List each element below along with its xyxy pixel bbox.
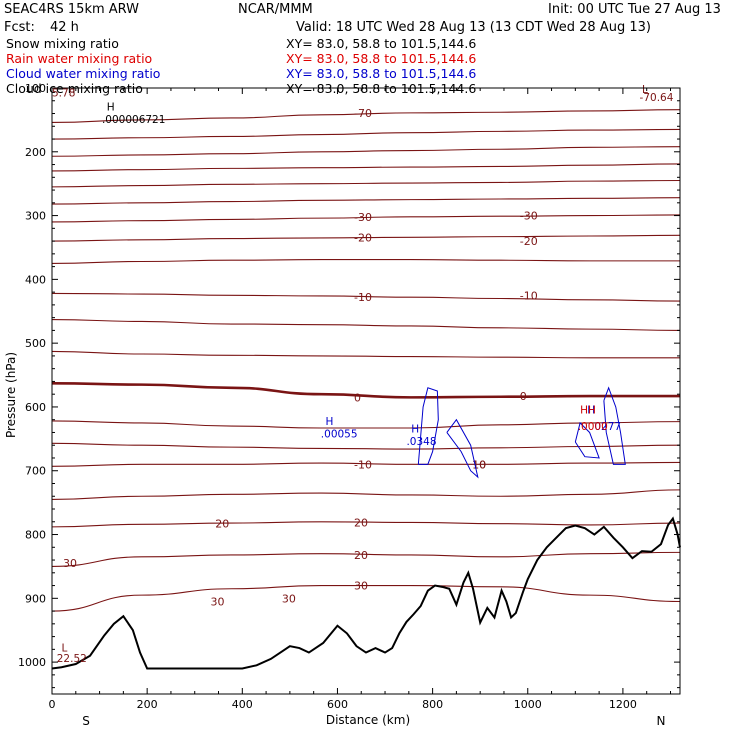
temperature-contour — [51, 292, 681, 302]
temperature-contour-label: 30 — [282, 592, 296, 605]
field-xy-snow: XY= 83.0, 58.8 to 101.5,144.6 — [286, 36, 476, 51]
temperature-contour — [51, 319, 681, 331]
snow-label: .000006721 — [102, 114, 165, 126]
y-tick-label: 700 — [25, 465, 46, 478]
field-xy-cloud-water: XY= 83.0, 58.8 to 101.5,144.6 — [286, 66, 476, 81]
y-tick-label: 800 — [25, 529, 46, 542]
temperature-contour-label: 20 — [354, 516, 368, 529]
temperature-contour-label: 0 — [354, 391, 361, 404]
y-axis-label: Pressure (hPa) — [4, 352, 18, 438]
temperature-contour — [51, 350, 680, 359]
plot-area: -70-30-20-100-10202030-30-20-10010102030… — [51, 84, 681, 670]
y-tick-label: 200 — [25, 146, 46, 159]
cloud-water-label: H — [326, 416, 334, 428]
y-tick-label: 600 — [25, 401, 46, 414]
temperature-contour — [51, 442, 681, 450]
x-tick-label: 400 — [232, 698, 253, 711]
plot-frame — [51, 87, 681, 695]
temperature-contour-label: -30 — [354, 211, 372, 224]
x-tick-label: 200 — [137, 698, 158, 711]
cloud-water-label: H — [411, 423, 419, 435]
temperature-contour — [51, 109, 681, 123]
temperature-contour — [51, 146, 681, 157]
endpoint-left: S — [82, 714, 90, 728]
x-tick-label: 600 — [327, 698, 348, 711]
temperature-contour-label: 20 — [215, 518, 229, 531]
temperature-contour-label: 30 — [354, 580, 368, 593]
temperature-contour-label: -10 — [354, 458, 372, 471]
x-tick-label: 1000 — [514, 698, 542, 711]
temperature-contour — [51, 420, 681, 429]
temperature-contour — [51, 163, 681, 172]
y-tick-label: 300 — [25, 210, 46, 223]
temperature-contour — [51, 234, 681, 242]
temperature-contour — [51, 489, 681, 500]
cloud-water-label: .00055 — [321, 429, 358, 441]
cloud-water-label: 0277 — [594, 421, 621, 433]
temperature-contour-label: 0 — [520, 390, 527, 403]
x-tick-label: 800 — [422, 698, 443, 711]
temperature-contour — [51, 259, 680, 264]
cloud-water-label: .0348 — [406, 436, 436, 448]
cloud-water-label: H — [587, 404, 595, 416]
temperature-contour — [51, 197, 681, 205]
y-tick-label: 500 — [25, 337, 46, 350]
cloud-water-contour — [574, 421, 600, 459]
temperature-contour — [51, 521, 681, 528]
temperature-contour-label: -20 — [520, 235, 538, 248]
extremum-label: 22.52 — [57, 653, 87, 665]
model-title: SEAC4RS 15km ARW — [4, 2, 139, 17]
temperature-contour — [51, 585, 681, 612]
temperature-contour — [51, 551, 681, 567]
cloud-water-contour — [603, 386, 626, 465]
cloud-water-contour — [417, 387, 439, 465]
temperature-contour-label: 20 — [354, 549, 368, 562]
temperature-contour — [51, 128, 681, 140]
extremum-label: L — [642, 84, 648, 96]
endpoint-right: N — [657, 714, 666, 728]
temperature-contour-label: -10 — [354, 291, 372, 304]
field-xy-rain: XY= 83.0, 58.8 to 101.5,144.6 — [286, 51, 476, 66]
temperature-contour-label: 30 — [211, 596, 225, 609]
cloud-water-contour — [446, 418, 479, 479]
y-tick-label: 1000 — [18, 656, 46, 669]
field-name-cloud-water: Cloud water mixing ratio — [6, 66, 160, 81]
y-tick-label: 100 — [25, 82, 46, 95]
snow-label: H — [107, 101, 115, 113]
field-name-snow: Snow mixing ratio — [6, 36, 119, 51]
temperature-contour — [51, 214, 681, 223]
terrain-line — [51, 516, 681, 670]
extremum-label: -70.64 — [640, 92, 674, 104]
temperature-contour-label: -70 — [354, 107, 372, 120]
temperature-contour — [51, 461, 681, 467]
org-title: NCAR/MMM — [238, 2, 313, 17]
temperature-contour-label: -20 — [354, 231, 372, 244]
x-tick-label: 0 — [49, 698, 56, 711]
temperature-contour — [51, 382, 680, 399]
extremum-label: 5.78 — [52, 87, 75, 99]
fcst-value: 42 h — [50, 20, 79, 35]
y-tick-label: 900 — [25, 592, 46, 605]
extremum-label: L — [62, 642, 68, 654]
rain-label: HH — [580, 404, 596, 416]
y-tick-label: 400 — [25, 273, 46, 286]
field-name-rain: Rain water mixing ratio — [6, 51, 152, 66]
temperature-contour — [51, 179, 681, 188]
x-axis-label: Distance (km) — [326, 713, 410, 727]
rain-label: .0000 — [578, 421, 608, 433]
temperature-contour-label: -30 — [520, 210, 538, 223]
init-time: Init: 00 UTC Tue 27 Aug 13 — [548, 2, 721, 17]
fcst-label: Fcst: — [4, 20, 35, 35]
temperature-contour-label: 30 — [63, 557, 77, 570]
valid-time: Valid: 18 UTC Wed 28 Aug 13 (13 CDT Wed … — [296, 20, 651, 35]
x-tick-label: 1200 — [609, 698, 637, 711]
temperature-contour-label: -10 — [520, 289, 538, 302]
